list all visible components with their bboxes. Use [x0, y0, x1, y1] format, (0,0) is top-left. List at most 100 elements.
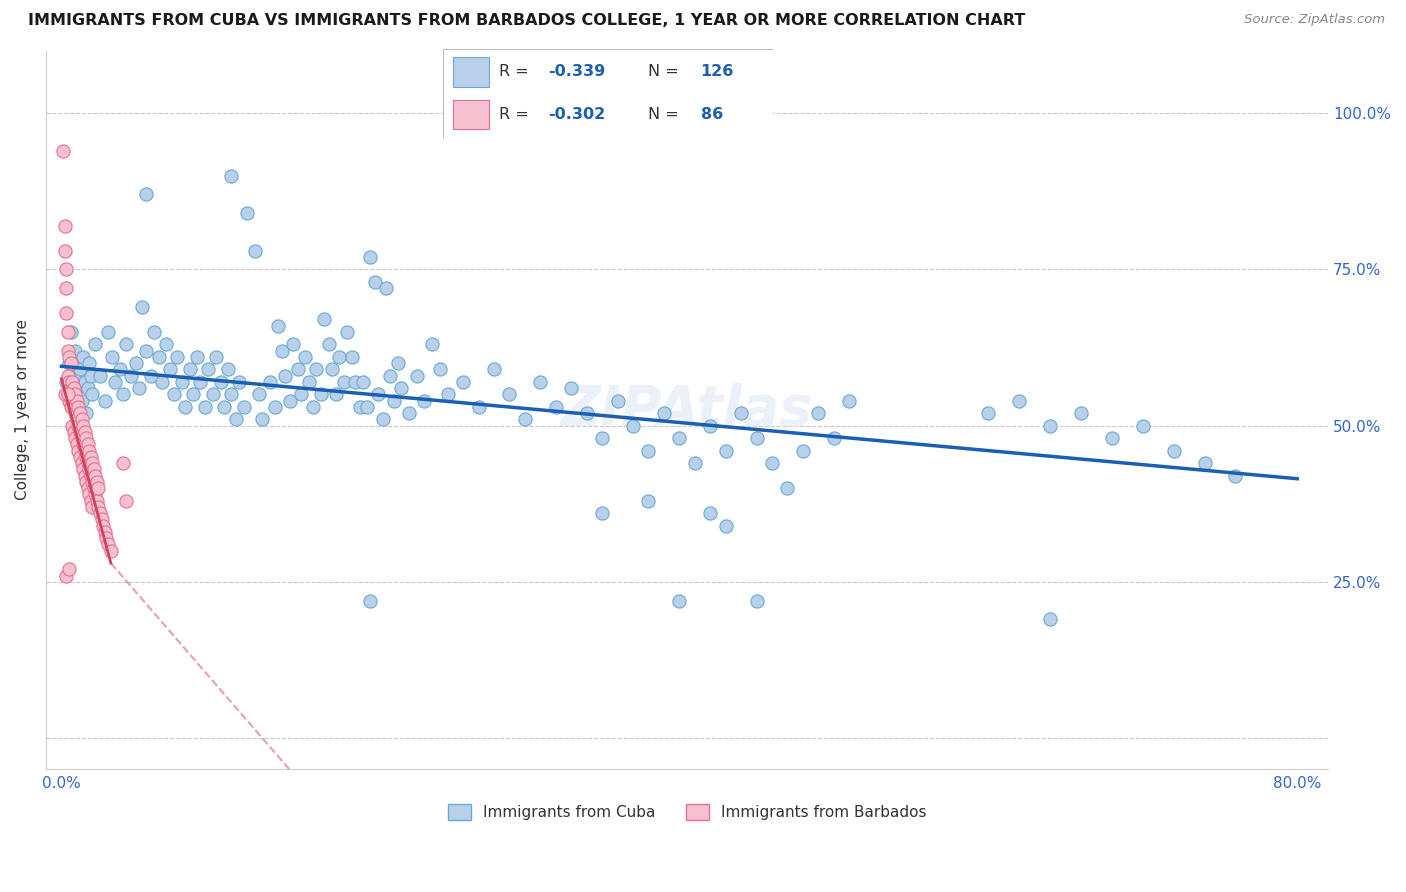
Point: [58, 393, 80, 408]
Text: IMMIGRANTS FROM CUBA VS IMMIGRANTS FROM BARBADOS COLLEGE, 1 YEAR OR MORE CORRELA: IMMIGRANTS FROM CUBA VS IMMIGRANTS FROM …: [28, 13, 1025, 29]
Point: [89, 506, 111, 520]
Point: [212, 400, 235, 414]
Point: [236, 206, 259, 220]
Point: [87, 481, 110, 495]
Point: [451, 375, 474, 389]
Point: [205, 350, 228, 364]
Point: [75, 406, 97, 420]
Point: [243, 244, 266, 258]
Point: [70, 393, 93, 408]
Point: [197, 362, 219, 376]
Point: [621, 418, 644, 433]
Text: R =: R =: [499, 107, 534, 122]
Point: [159, 362, 181, 376]
Point: [53, 244, 76, 258]
Point: [69, 425, 91, 439]
Point: [75, 431, 97, 445]
Point: [65, 406, 87, 420]
Text: -0.339: -0.339: [548, 64, 606, 79]
Point: [56, 343, 79, 358]
Point: [59, 325, 82, 339]
Point: [55, 375, 77, 389]
Point: [591, 431, 613, 445]
Point: [66, 393, 89, 408]
Point: [53, 219, 76, 233]
Point: [367, 387, 389, 401]
Point: [93, 524, 115, 539]
Point: [55, 281, 77, 295]
Point: [1070, 406, 1092, 420]
Point: [668, 431, 690, 445]
Text: 86: 86: [700, 107, 723, 122]
Point: [181, 387, 204, 401]
Point: [56, 325, 79, 339]
Point: [668, 593, 690, 607]
Text: Source: ZipAtlas.com: Source: ZipAtlas.com: [1244, 13, 1385, 27]
Point: [232, 400, 254, 414]
Point: [60, 375, 83, 389]
Point: [745, 431, 768, 445]
Point: [730, 406, 752, 420]
Point: [287, 362, 309, 376]
Point: [80, 493, 103, 508]
Point: [637, 443, 659, 458]
Point: [112, 456, 135, 470]
Point: [1039, 418, 1062, 433]
Point: [97, 537, 120, 551]
Point: [128, 381, 150, 395]
Point: [148, 350, 170, 364]
Point: [290, 387, 312, 401]
Point: [124, 356, 146, 370]
Point: [271, 343, 294, 358]
Point: [93, 393, 115, 408]
Point: [86, 475, 108, 489]
Point: [333, 375, 356, 389]
Point: [52, 144, 75, 158]
Point: [281, 337, 304, 351]
Point: [69, 362, 91, 376]
Text: ZIPAtlas: ZIPAtlas: [561, 383, 813, 437]
Point: [179, 362, 201, 376]
Point: [302, 400, 325, 414]
Point: [305, 362, 328, 376]
Point: [80, 468, 103, 483]
Point: [225, 412, 247, 426]
Point: [807, 406, 830, 420]
Point: [761, 456, 783, 470]
Point: [228, 375, 250, 389]
Point: [75, 450, 97, 464]
Point: [77, 462, 100, 476]
Y-axis label: College, 1 year or more: College, 1 year or more: [15, 319, 30, 500]
Point: [77, 487, 100, 501]
Point: [343, 375, 366, 389]
Point: [267, 318, 290, 333]
Point: [792, 443, 814, 458]
Point: [482, 362, 505, 376]
Point: [84, 487, 107, 501]
Point: [135, 343, 157, 358]
Point: [86, 493, 108, 508]
Point: [53, 387, 76, 401]
Point: [382, 393, 405, 408]
Point: [467, 400, 489, 414]
Point: [349, 400, 371, 414]
Point: [80, 368, 103, 383]
Point: [65, 431, 87, 445]
Point: [83, 462, 105, 476]
Point: [82, 475, 104, 489]
Point: [70, 456, 93, 470]
Point: [77, 356, 100, 370]
Point: [115, 337, 138, 351]
Point: [104, 375, 127, 389]
Point: [66, 437, 89, 451]
Point: [371, 412, 394, 426]
Point: [498, 387, 520, 401]
Point: [714, 443, 737, 458]
Point: [560, 381, 582, 395]
Point: [150, 375, 173, 389]
Point: [101, 350, 124, 364]
Point: [405, 368, 427, 383]
Point: [591, 506, 613, 520]
Point: [59, 381, 82, 395]
Point: [201, 387, 224, 401]
